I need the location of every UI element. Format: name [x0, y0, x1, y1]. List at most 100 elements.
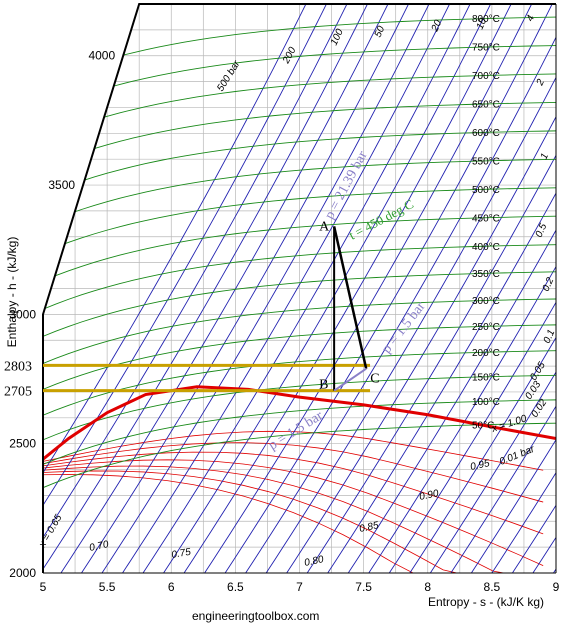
quality-label: 0.90: [418, 488, 440, 503]
isobar-line: [245, 4, 556, 573]
isobar-line: [122, 4, 450, 573]
diagram-edge: [42, 3, 556, 573]
isobar-line: [327, 4, 556, 573]
isotherm-line: [43, 187, 556, 253]
x-tick-label: 7.5: [355, 580, 372, 594]
process-label: p = 1.5 bar: [266, 408, 326, 453]
isobar-line: [574, 4, 582, 573]
quality-line: [43, 459, 544, 566]
isotherm-line: [43, 158, 556, 225]
isotherm-label: 800°C: [472, 14, 500, 25]
quality-line: [43, 442, 544, 503]
diagram-area: [43, 4, 582, 573]
isotherm-label: 200°C: [472, 348, 500, 359]
isotherm-line: [43, 215, 556, 282]
isotherm-line: [43, 422, 556, 489]
isobar-line: [101, 4, 430, 573]
isobar-line: [60, 4, 389, 573]
x-tick-label: 5.5: [99, 580, 116, 594]
diagram-boundary: [42, 3, 557, 574]
isobar-label: 0.5: [534, 222, 550, 240]
isobar-label: 4: [525, 13, 537, 23]
isobar-label: 0.2: [541, 276, 557, 294]
process-line-AC: [332, 226, 368, 369]
quality-label: x = 0.65: [37, 513, 65, 551]
quality-label: 0.85: [358, 520, 380, 535]
isotherm-label: 550°C: [472, 156, 500, 167]
isobar-line: [81, 4, 409, 573]
quality-label: 0.80: [303, 554, 325, 569]
isotherm-line: [43, 350, 556, 416]
isotherm-line: [43, 324, 556, 390]
x-tick-label: 6.5: [227, 580, 244, 594]
isotherm-label: 250°C: [472, 322, 500, 333]
isobar-lines: [43, 4, 582, 573]
isobar-line: [163, 4, 491, 573]
isotherm-label: 150°C: [472, 372, 500, 383]
isotherm-line: [43, 16, 556, 83]
quality-line: [43, 465, 544, 573]
isotherm-label: 750°C: [472, 43, 500, 54]
isotherm-line: [43, 73, 556, 139]
quality-label: 0.95: [469, 458, 491, 473]
process-line-BC: [333, 367, 367, 392]
source-credit: engineeringtoolbox.com: [192, 609, 319, 623]
isobar-line: [142, 4, 471, 573]
isotherm-line: [43, 130, 556, 196]
x-tick-label: 8: [424, 580, 431, 594]
quality-lines: [43, 430, 544, 573]
isobar-line: [43, 4, 327, 573]
isotherm-label: 300°C: [472, 296, 500, 307]
isotherm-label: 450°C: [472, 213, 500, 224]
isobar-label: 1: [539, 152, 551, 162]
isobar-line: [470, 4, 556, 573]
point-label-C: C: [370, 372, 379, 387]
isotherm-line: [43, 244, 556, 310]
y-tick-label: 2500: [9, 437, 36, 451]
isotherm-label: 400°C: [472, 242, 500, 253]
isotherm-line: [43, 101, 556, 168]
process-label: p = 1.5 bar: [379, 299, 428, 356]
highlight-label: 2803: [4, 359, 32, 374]
isobar-line: [204, 4, 533, 573]
x-tick-label: 9: [553, 580, 560, 594]
isotherm-line: [43, 298, 556, 364]
isotherm-label: 700°C: [472, 71, 500, 82]
isotherm-label: 650°C: [472, 100, 500, 111]
isotherm-line: [43, 271, 556, 337]
curve-labels: 800°C750°C700°C650°C600°C550°C500°C450°C…: [37, 13, 558, 569]
isobar-line: [429, 4, 556, 573]
y-tick-label: 3000: [9, 307, 36, 321]
x-axis-label: Entropy - s - (kJ/K kg): [428, 595, 544, 609]
isotherm-label: 50°C: [472, 420, 494, 431]
y-tick-label: 2000: [9, 566, 36, 580]
isotherm-label: 600°C: [472, 128, 500, 139]
highlight-label: 2705: [4, 385, 32, 400]
isobar-line: [409, 4, 556, 573]
y-tick-label: 3500: [48, 178, 75, 192]
quality-line: [43, 451, 544, 535]
isobar-label: 0.1: [542, 328, 558, 345]
isobar-line: [183, 4, 512, 573]
y-axis-label: Enthalpy - h - (kJ/kg): [5, 237, 19, 348]
isobar-line: [306, 4, 556, 573]
isobar-line: [450, 4, 556, 573]
isobar-line: [43, 4, 348, 573]
isobar-label: 0.05: [528, 360, 548, 383]
quality-line: [43, 430, 544, 471]
isotherm-label: 350°C: [472, 269, 500, 280]
point-label-A: A: [319, 219, 330, 234]
isotherm-line: [43, 374, 556, 441]
grid: [43, 4, 556, 573]
isotherm-label: 100°C: [472, 397, 500, 408]
y-tick-label: 4000: [88, 49, 115, 63]
isobar-line: [265, 4, 556, 573]
isobar-line: [43, 4, 368, 573]
x-tick-label: 5: [40, 580, 47, 594]
isobar-line: [347, 4, 556, 573]
quality-line: [43, 470, 544, 573]
isotherm-line: [43, 45, 556, 111]
isotherm-label: 500°C: [472, 185, 500, 196]
isobar-label: 20: [429, 18, 444, 34]
